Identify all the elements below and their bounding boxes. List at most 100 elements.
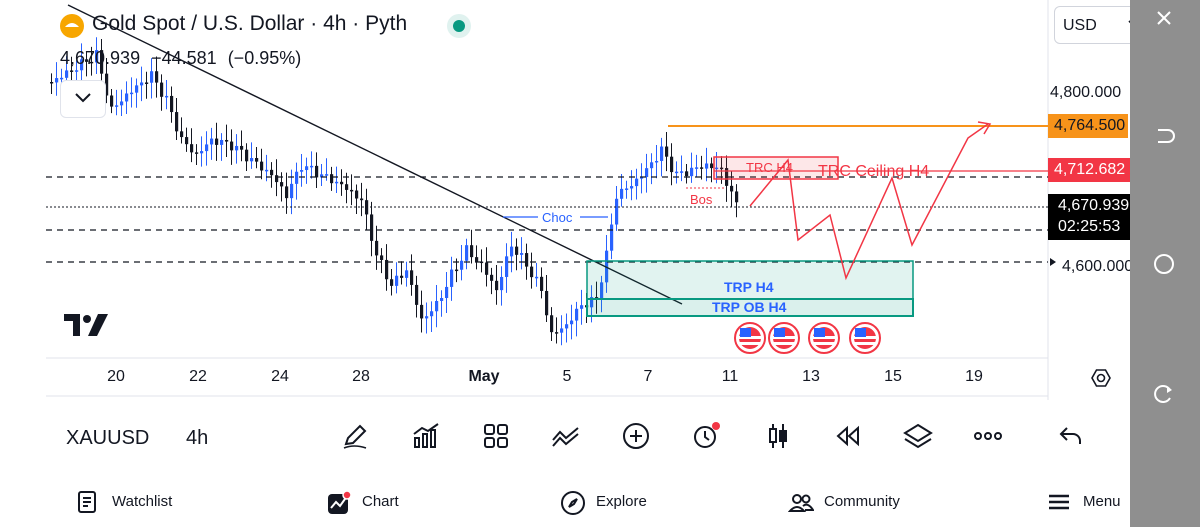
time-axis-label: 28 xyxy=(352,368,370,385)
candle-body xyxy=(440,298,444,301)
candle-body xyxy=(125,93,129,102)
candle-body xyxy=(320,174,324,178)
candle-body xyxy=(240,145,244,150)
candle-body xyxy=(375,240,379,256)
candle-body xyxy=(675,171,679,174)
candle-body xyxy=(420,304,424,319)
candle-body xyxy=(550,315,554,333)
candle-body xyxy=(415,284,419,305)
candle-body xyxy=(685,171,689,177)
more-icon[interactable] xyxy=(972,420,1004,452)
candle-body xyxy=(630,186,634,189)
nav-explore-label: Explore xyxy=(596,493,647,510)
candle-body xyxy=(330,174,334,184)
candle-body xyxy=(660,146,664,161)
last-price-tag: 4,670.939 02:25:53 xyxy=(1048,194,1146,240)
candle-body xyxy=(475,257,479,262)
quote-line: 4,670.939 −44.581 (−0.95%) xyxy=(60,48,307,69)
home-circle-icon[interactable] xyxy=(1152,252,1176,276)
candle-body xyxy=(90,61,94,64)
candle-body xyxy=(580,305,584,309)
interval-button[interactable]: 4h xyxy=(186,427,209,449)
layers-icon[interactable] xyxy=(902,420,934,452)
candle-body xyxy=(465,245,469,261)
candle-body xyxy=(155,71,159,83)
symbol-button[interactable]: XAUUSD xyxy=(66,427,150,449)
tradingview-logo[interactable] xyxy=(62,312,110,343)
candle-body xyxy=(180,131,184,138)
candle-body xyxy=(515,246,519,255)
candle-body xyxy=(435,300,439,312)
add-icon[interactable] xyxy=(620,420,652,452)
nav-watchlist-label: Watchlist xyxy=(112,493,173,510)
candle-body xyxy=(730,185,734,192)
candle-body xyxy=(100,50,104,74)
undo-icon[interactable] xyxy=(1055,420,1087,452)
candle-body xyxy=(680,171,684,173)
compare-icon[interactable] xyxy=(550,420,582,452)
candle-body xyxy=(130,92,134,95)
candle-body xyxy=(405,270,409,278)
trp-zone xyxy=(586,260,914,300)
time-axis-label: 7 xyxy=(643,368,653,385)
candle-body xyxy=(190,144,194,153)
time-axis-label: 19 xyxy=(965,368,983,385)
candle-body xyxy=(105,73,109,96)
candle-body xyxy=(355,190,359,199)
indicators-icon[interactable] xyxy=(410,420,442,452)
candle-body xyxy=(615,198,619,225)
candle-body xyxy=(505,256,509,277)
candle-body xyxy=(270,169,274,176)
market-status-icon[interactable] xyxy=(447,14,471,38)
candle-body xyxy=(135,85,139,93)
candle-body xyxy=(410,270,414,285)
layout-grid-icon[interactable] xyxy=(480,420,512,452)
candle-type-icon[interactable] xyxy=(762,420,794,452)
candle-body xyxy=(235,145,239,151)
collapse-legend-button[interactable] xyxy=(60,80,106,118)
orange-price-tag: 4,764.500 xyxy=(1048,114,1128,138)
candle-body xyxy=(545,290,549,316)
candle-body xyxy=(655,160,659,163)
screen-side-icon[interactable] xyxy=(1152,124,1176,148)
candle-body xyxy=(710,163,714,169)
candle-body xyxy=(95,50,99,63)
symbol-title[interactable]: Gold Spot / U.S. Dollar · 4h · Pyth xyxy=(92,12,408,35)
candle-body xyxy=(705,163,709,169)
system-sidebar xyxy=(1130,0,1200,527)
candle-body xyxy=(575,308,579,321)
candle-body xyxy=(315,165,319,178)
pencil-icon[interactable] xyxy=(340,420,372,452)
us-flag-icon xyxy=(734,322,766,354)
rotate-icon[interactable] xyxy=(1152,382,1176,406)
candle-body xyxy=(555,332,559,334)
candle-body xyxy=(500,276,504,291)
candle-body xyxy=(200,151,204,154)
candle-body xyxy=(480,261,484,264)
candle-body xyxy=(700,167,704,169)
time-axis-label: May xyxy=(468,368,500,385)
candle-body xyxy=(490,274,494,281)
candle-body xyxy=(670,156,674,173)
candle-body xyxy=(205,144,209,152)
trc-ceiling-label: TRC Ceiling H4 xyxy=(818,163,929,180)
candle-body xyxy=(485,262,489,275)
time-axis-label: 20 xyxy=(107,368,125,385)
replay-icon[interactable] xyxy=(832,420,864,452)
time-axis-label: 24 xyxy=(271,368,289,385)
alert-icon[interactable] xyxy=(690,420,722,452)
economic-events xyxy=(734,322,881,354)
nav-community-label: Community xyxy=(824,493,900,510)
candle-body xyxy=(610,224,614,251)
candle-body xyxy=(665,146,669,157)
candle-body xyxy=(110,95,114,107)
price-chart[interactable]: TRC H4 TRC Ceiling H4 Bos Choc TRP H4 TR… xyxy=(0,0,1130,400)
close-icon[interactable] xyxy=(1152,6,1176,30)
nav-menu-label: Menu xyxy=(1083,493,1121,510)
candle-body xyxy=(565,324,569,329)
candle-body xyxy=(650,162,654,169)
candle-body xyxy=(535,276,539,279)
candle-body xyxy=(715,167,719,170)
candle-body xyxy=(175,112,179,132)
candle-body xyxy=(460,260,464,270)
